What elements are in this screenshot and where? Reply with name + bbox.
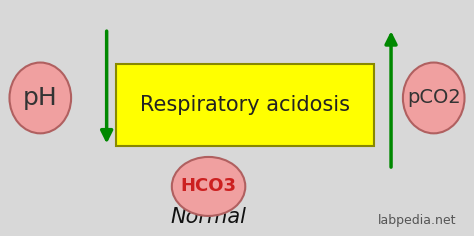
Ellipse shape (172, 157, 246, 216)
Text: labpedia.net: labpedia.net (378, 214, 456, 227)
Text: HCO3: HCO3 (181, 177, 237, 195)
Text: Normal: Normal (171, 206, 246, 227)
Bar (116, 64, 374, 146)
Text: pCO2: pCO2 (407, 88, 461, 107)
Ellipse shape (9, 63, 71, 133)
Ellipse shape (403, 63, 465, 133)
Text: pH: pH (23, 86, 58, 110)
Text: Respiratory acidosis: Respiratory acidosis (140, 95, 350, 115)
